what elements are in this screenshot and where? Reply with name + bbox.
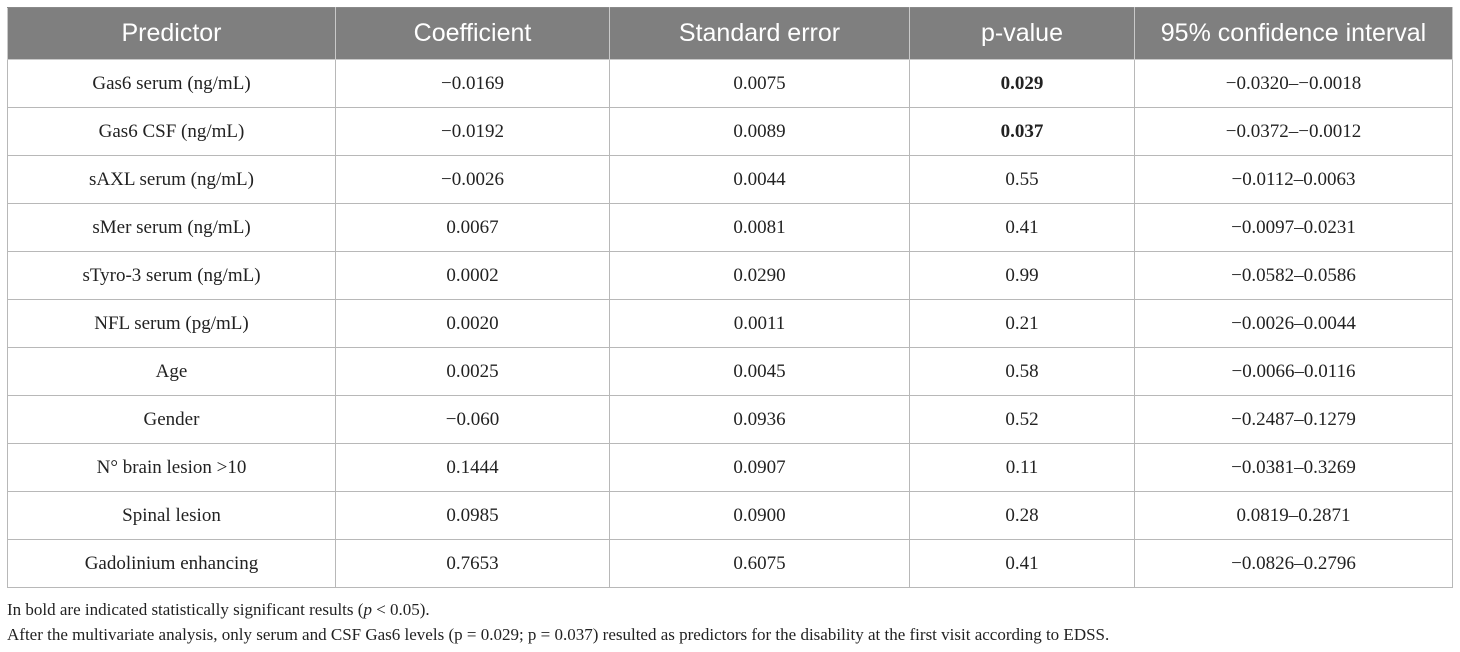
footnote-p-symbol: p bbox=[363, 600, 372, 619]
header-predictor: Predictor bbox=[7, 7, 336, 60]
cell-standard-error: 0.0045 bbox=[609, 347, 910, 396]
cell-confidence-interval: −0.0582–0.0586 bbox=[1134, 251, 1453, 300]
cell-standard-error: 0.0075 bbox=[609, 59, 910, 108]
cell-standard-error: 0.0936 bbox=[609, 395, 910, 444]
cell-predictor: N° brain lesion >10 bbox=[7, 443, 336, 492]
cell-predictor: Spinal lesion bbox=[7, 491, 336, 540]
cell-predictor: sTyro-3 serum (ng/mL) bbox=[7, 251, 336, 300]
cell-standard-error: 0.0011 bbox=[609, 299, 910, 348]
cell-coefficient: 0.0020 bbox=[335, 299, 610, 348]
cell-predictor: NFL serum (pg/mL) bbox=[7, 299, 336, 348]
cell-p-value: 0.41 bbox=[909, 539, 1135, 588]
cell-standard-error: 0.0044 bbox=[609, 155, 910, 204]
cell-p-value: 0.52 bbox=[909, 395, 1135, 444]
table-row: Spinal lesion 0.0985 0.0900 0.28 0.0819–0.28… bbox=[7, 491, 1453, 540]
regression-results-table: Predictor Coefficient Standard error p-v… bbox=[7, 7, 1453, 588]
header-p-value: p-value bbox=[909, 7, 1135, 60]
table-row: sAXL serum (ng/mL) −0.0026 0.0044 0.55 −0.01… bbox=[7, 155, 1453, 204]
cell-predictor: Gadolinium enhancing bbox=[7, 539, 336, 588]
table-row: Gas6 serum (ng/mL) −0.0169 0.0075 0.029 −0.0… bbox=[7, 59, 1453, 108]
cell-predictor: sMer serum (ng/mL) bbox=[7, 203, 336, 252]
cell-coefficient: 0.1444 bbox=[335, 443, 610, 492]
table-row: sTyro-3 serum (ng/mL) 0.0002 0.0290 0.99 −0.… bbox=[7, 251, 1453, 300]
cell-p-value: 0.029 bbox=[909, 59, 1135, 108]
cell-predictor: Age bbox=[7, 347, 336, 396]
cell-confidence-interval: −0.0097–0.0231 bbox=[1134, 203, 1453, 252]
footnote-significance-threshold: < 0.05). bbox=[371, 600, 430, 619]
cell-standard-error: 0.0081 bbox=[609, 203, 910, 252]
cell-coefficient: −0.060 bbox=[335, 395, 610, 444]
header-confidence-interval: 95% confidence interval bbox=[1134, 7, 1453, 60]
cell-standard-error: 0.6075 bbox=[609, 539, 910, 588]
footnote-summary: After the multivariate analysis, only se… bbox=[7, 625, 1110, 644]
cell-coefficient: 0.0025 bbox=[335, 347, 610, 396]
table-row: Age 0.0025 0.0045 0.58 −0.0066–0.0116 bbox=[7, 347, 1453, 396]
cell-confidence-interval: −0.0112–0.0063 bbox=[1134, 155, 1453, 204]
table-footnotes: In bold are indicated statistically sign… bbox=[7, 597, 1109, 647]
cell-predictor: Gas6 CSF (ng/mL) bbox=[7, 107, 336, 156]
table-header-row: Predictor Coefficient Standard error p-v… bbox=[7, 7, 1453, 60]
cell-predictor: Gas6 serum (ng/mL) bbox=[7, 59, 336, 108]
cell-standard-error: 0.0900 bbox=[609, 491, 910, 540]
header-standard-error: Standard error bbox=[609, 7, 910, 60]
table-row: Gender −0.060 0.0936 0.52 −0.2487–0.1279 bbox=[7, 395, 1453, 444]
cell-confidence-interval: 0.0819–0.2871 bbox=[1134, 491, 1453, 540]
cell-confidence-interval: −0.0026–0.0044 bbox=[1134, 299, 1453, 348]
footnote-significance: In bold are indicated statistically sign… bbox=[7, 597, 1109, 622]
cell-coefficient: −0.0169 bbox=[335, 59, 610, 108]
cell-coefficient: 0.0002 bbox=[335, 251, 610, 300]
cell-standard-error: 0.0089 bbox=[609, 107, 910, 156]
table-row: sMer serum (ng/mL) 0.0067 0.0081 0.41 −0.009… bbox=[7, 203, 1453, 252]
cell-confidence-interval: −0.0066–0.0116 bbox=[1134, 347, 1453, 396]
cell-p-value: 0.037 bbox=[909, 107, 1135, 156]
table-body: Gas6 serum (ng/mL) −0.0169 0.0075 0.029 −0.0… bbox=[7, 59, 1453, 588]
cell-p-value: 0.99 bbox=[909, 251, 1135, 300]
cell-standard-error: 0.0907 bbox=[609, 443, 910, 492]
cell-coefficient: 0.7653 bbox=[335, 539, 610, 588]
cell-p-value: 0.41 bbox=[909, 203, 1135, 252]
cell-confidence-interval: −0.0320–−0.0018 bbox=[1134, 59, 1453, 108]
table-row: N° brain lesion >10 0.1444 0.0907 0.11 −0.03… bbox=[7, 443, 1453, 492]
cell-standard-error: 0.0290 bbox=[609, 251, 910, 300]
results-table-container: Predictor Coefficient Standard error p-v… bbox=[7, 7, 1453, 588]
cell-p-value: 0.58 bbox=[909, 347, 1135, 396]
cell-predictor: Gender bbox=[7, 395, 336, 444]
cell-coefficient: −0.0026 bbox=[335, 155, 610, 204]
cell-coefficient: 0.0985 bbox=[335, 491, 610, 540]
cell-confidence-interval: −0.2487–0.1279 bbox=[1134, 395, 1453, 444]
header-coefficient: Coefficient bbox=[335, 7, 610, 60]
table-row: Gadolinium enhancing 0.7653 0.6075 0.41 −0.0… bbox=[7, 539, 1453, 588]
footnote-significance-text: In bold are indicated statistically sign… bbox=[7, 600, 364, 619]
table-row: Gas6 CSF (ng/mL) −0.0192 0.0089 0.037 −0.037… bbox=[7, 107, 1453, 156]
cell-coefficient: 0.0067 bbox=[335, 203, 610, 252]
cell-coefficient: −0.0192 bbox=[335, 107, 610, 156]
cell-confidence-interval: −0.0826–0.2796 bbox=[1134, 539, 1453, 588]
cell-confidence-interval: −0.0372–−0.0012 bbox=[1134, 107, 1453, 156]
cell-p-value: 0.11 bbox=[909, 443, 1135, 492]
cell-predictor: sAXL serum (ng/mL) bbox=[7, 155, 336, 204]
cell-p-value: 0.21 bbox=[909, 299, 1135, 348]
cell-p-value: 0.55 bbox=[909, 155, 1135, 204]
cell-confidence-interval: −0.0381–0.3269 bbox=[1134, 443, 1453, 492]
table-row: NFL serum (pg/mL) 0.0020 0.0011 0.21 −0.0026… bbox=[7, 299, 1453, 348]
cell-p-value: 0.28 bbox=[909, 491, 1135, 540]
